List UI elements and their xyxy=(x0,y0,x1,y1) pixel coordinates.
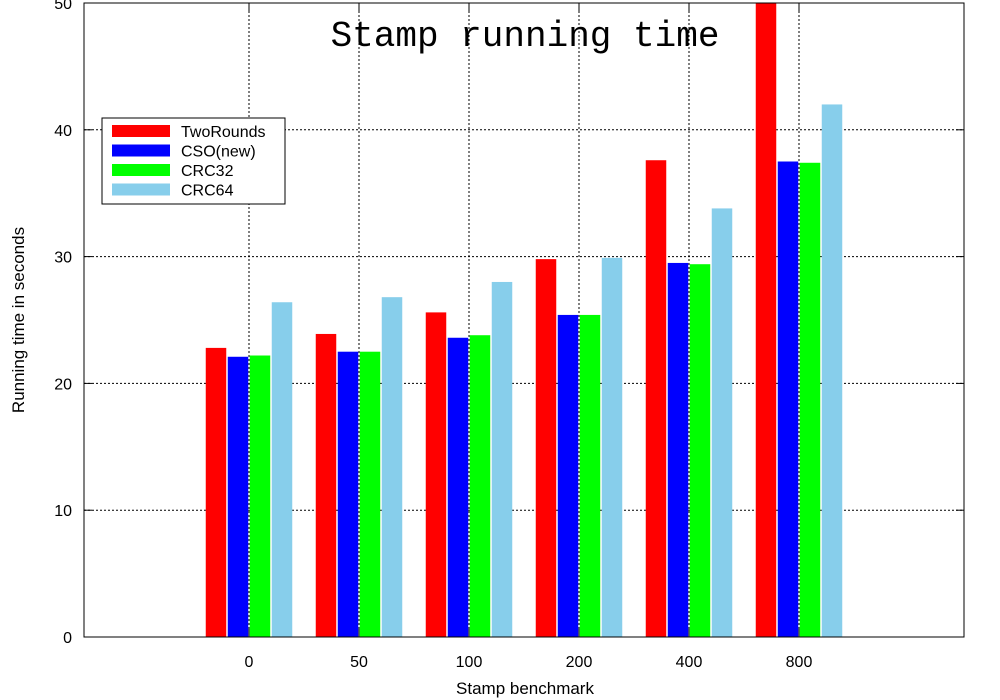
bar-crc32 xyxy=(359,351,381,637)
x-tick-label: 400 xyxy=(676,654,703,671)
axis-ticks: 0 10 20 30 40 50 0 50 100 200 400 800 xyxy=(54,0,964,671)
bar-crc64 xyxy=(491,281,513,637)
plot-frame xyxy=(83,2,965,638)
bar-cso-new xyxy=(667,262,689,637)
y-tick-label: 50 xyxy=(54,0,72,13)
legend-swatch xyxy=(112,164,170,176)
x-tick-label: 200 xyxy=(566,654,593,671)
legend: TwoRounds CSO(new) CRC32 CRC64 xyxy=(101,117,286,205)
bar-tworounds xyxy=(315,333,337,637)
legend-label: CRC64 xyxy=(181,183,234,200)
bar-group xyxy=(205,3,843,637)
legend-label: CRC32 xyxy=(181,163,234,180)
bar-crc64 xyxy=(821,104,843,637)
bar-cso-new xyxy=(337,351,359,637)
bar-crc32 xyxy=(689,264,711,637)
y-tick-label: 20 xyxy=(54,376,72,393)
y-tick-label: 10 xyxy=(54,503,72,520)
x-tick-label: 100 xyxy=(456,654,483,671)
legend-swatch xyxy=(112,125,170,137)
bar-crc64 xyxy=(601,257,623,637)
x-tick-label: 800 xyxy=(786,654,813,671)
bar-tworounds xyxy=(205,347,227,637)
bar-cso-new xyxy=(227,356,249,637)
y-tick-label: 30 xyxy=(54,250,72,267)
bar-cso-new xyxy=(557,314,579,637)
bar-tworounds xyxy=(535,259,557,637)
bar-crc32 xyxy=(799,162,821,637)
legend-swatch xyxy=(112,183,170,196)
bar-crc32 xyxy=(579,314,601,637)
bar-tworounds xyxy=(645,160,667,637)
y-tick-label: 0 xyxy=(63,630,72,647)
x-tick-label: 0 xyxy=(245,654,254,671)
bar-cso-new xyxy=(447,337,469,637)
legend-label: CSO(new) xyxy=(181,144,256,161)
legend-swatch xyxy=(112,144,170,157)
chart-title: Stamp running time xyxy=(331,16,720,57)
bar-crc32 xyxy=(469,335,491,637)
bar-crc32 xyxy=(249,355,271,637)
bar-tworounds xyxy=(755,3,777,637)
y-tick-label: 40 xyxy=(54,123,72,140)
y-axis-label: Running time in seconds xyxy=(9,227,28,413)
legend-label: TwoRounds xyxy=(181,124,266,141)
bar-tworounds xyxy=(425,312,447,637)
x-tick-label: 50 xyxy=(350,654,368,671)
bar-crc64 xyxy=(271,302,293,637)
bar-cso-new xyxy=(777,161,799,637)
x-axis-label: Stamp benchmark xyxy=(456,679,594,698)
bar-crc64 xyxy=(711,208,733,637)
bar-crc64 xyxy=(381,297,403,637)
